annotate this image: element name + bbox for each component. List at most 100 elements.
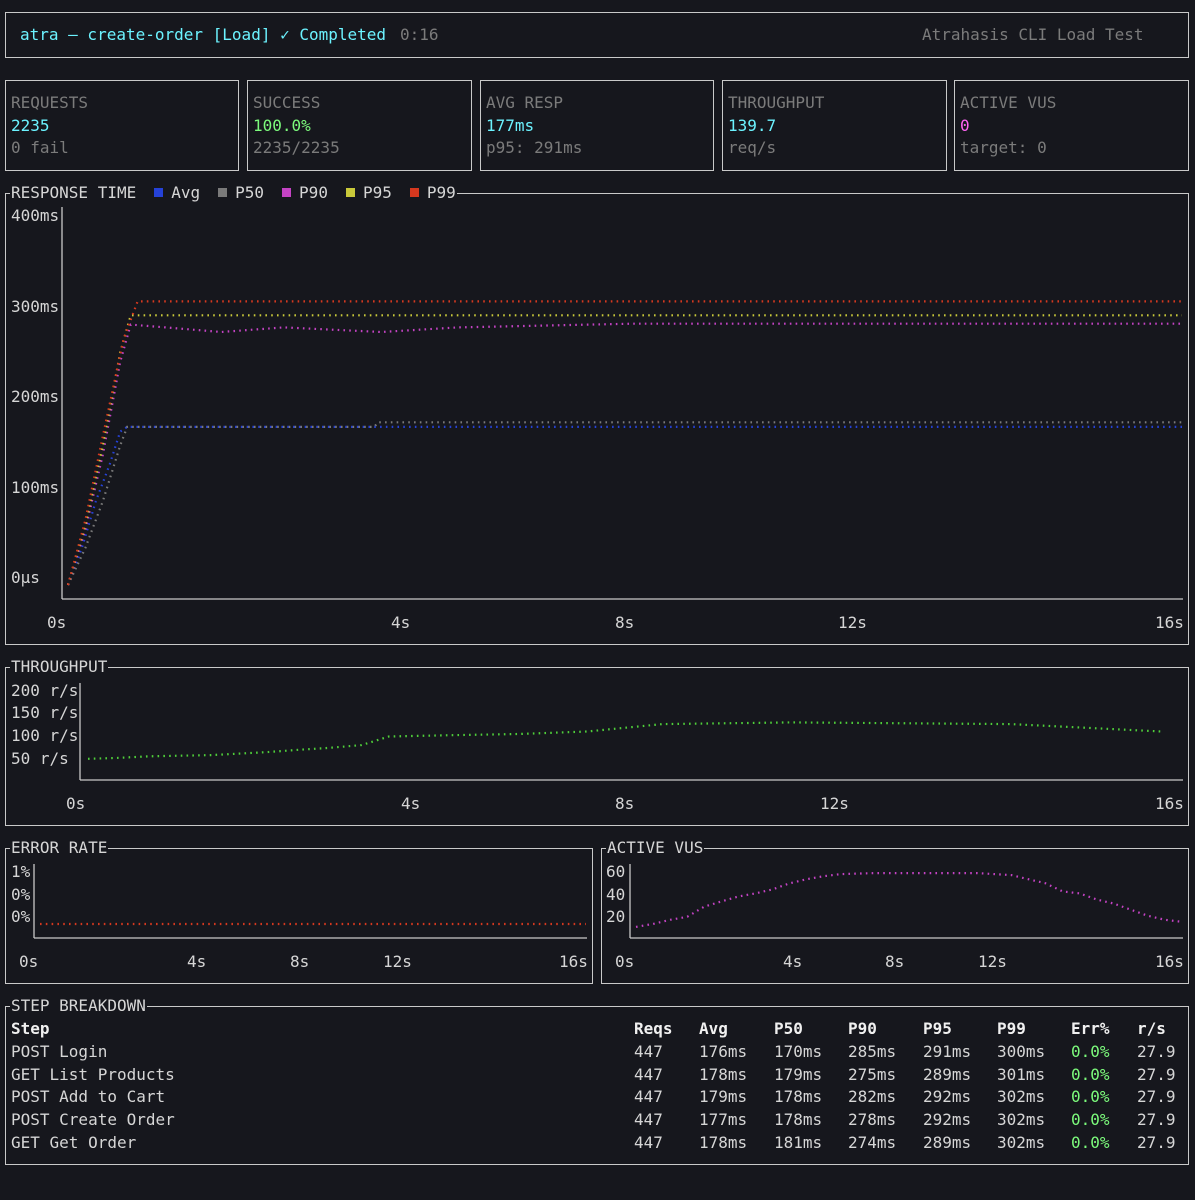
error-rate-title: ERROR RATE	[10, 838, 109, 858]
vu-series-line-0	[635, 871, 1183, 928]
vu-ytick: 60	[606, 862, 626, 881]
tp-series-line-0	[87, 721, 1162, 760]
legend-label-p99: P99	[426, 183, 456, 202]
step-err: 0.0%	[1071, 1087, 1110, 1107]
step-rps: 27.9	[1137, 1087, 1176, 1107]
step-avg: 176ms	[699, 1042, 748, 1062]
step-reqs: 447	[634, 1042, 663, 1062]
legend-swatch-p50	[218, 188, 228, 197]
rt-axes	[61, 207, 1183, 600]
stat-sub: 0 fail	[11, 138, 69, 157]
active-vus-series	[635, 871, 1183, 928]
step-reqs: 447	[634, 1087, 663, 1107]
legend-swatch-p99	[409, 188, 419, 197]
header-bar: atra — create-order [Load] ✓ Completed 0…	[5, 12, 1189, 58]
stat-sub: p95: 291ms	[486, 138, 583, 157]
tp-xtick: 4s	[401, 794, 421, 813]
step-reqs: 447	[634, 1064, 663, 1084]
stat-card-throughput: THROUGHPUT 139.7 req/s	[722, 80, 947, 171]
tp-ytick: 200 r/s	[11, 681, 79, 700]
rt-xtick: 0s	[47, 613, 67, 632]
tp-xtick: 12s	[820, 794, 849, 813]
error-rate-panel: ERROR RATE	[5, 838, 593, 984]
step-p95: 291ms	[923, 1042, 972, 1062]
vu-xtick: 8s	[885, 952, 905, 971]
rt-series-line-p50	[67, 421, 1182, 586]
step-p95: 292ms	[923, 1110, 972, 1130]
table-row: POST Create Order 447 177ms 178ms 278ms …	[11, 1109, 1187, 1132]
stat-label: SUCCESS	[253, 93, 321, 112]
er-xtick: 12s	[383, 952, 412, 971]
step-p99: 300ms	[997, 1042, 1046, 1062]
step-p50: 179ms	[774, 1064, 823, 1084]
tp-ytick: 50 r/s	[11, 749, 69, 768]
step-p90: 274ms	[848, 1132, 897, 1152]
step-p99: 302ms	[997, 1087, 1046, 1107]
step-avg: 179ms	[699, 1087, 748, 1107]
stat-sub: target: 0	[960, 138, 1047, 157]
legend-label-avg: Avg	[171, 183, 201, 202]
step-err: 0.0%	[1071, 1110, 1110, 1130]
step-name: GET Get Order	[11, 1132, 137, 1152]
stat-card-avg-resp: AVG RESP 177ms p95: 291ms	[480, 80, 714, 171]
col-header: Step	[11, 1019, 50, 1039]
rt-series-line-p95	[66, 314, 1182, 586]
er-ytick: 0%	[11, 907, 31, 926]
vu-xtick: 4s	[783, 952, 803, 971]
tp-xtick: 0s	[66, 794, 86, 813]
step-p50: 178ms	[774, 1087, 823, 1107]
test-title: atra — create-order [Load] ✓ Completed	[20, 25, 387, 44]
step-err: 0.0%	[1071, 1132, 1110, 1152]
col-header: r/s	[1137, 1019, 1166, 1039]
step-reqs: 447	[634, 1132, 663, 1152]
step-p95: 289ms	[923, 1132, 972, 1152]
vu-xtick: 16s	[1155, 952, 1184, 971]
table-row: POST Login 447 176ms 170ms 285ms 291ms 3…	[11, 1041, 1187, 1064]
response-time-legend: RESPONSE TIME Avg P50 P90 P95 P99	[10, 183, 457, 203]
rt-series-line-p90	[66, 322, 1182, 586]
step-p50: 181ms	[774, 1132, 823, 1152]
step-p90: 282ms	[848, 1087, 897, 1107]
legend-swatch-avg	[154, 188, 164, 197]
step-reqs: 447	[634, 1110, 663, 1130]
er-ytick: 1%	[11, 862, 31, 881]
stat-card-success: SUCCESS 100.0% 2235/2235	[247, 80, 472, 171]
col-header: P90	[848, 1019, 877, 1039]
step-rps: 27.9	[1137, 1132, 1176, 1152]
table-row: GET Get Order 447 178ms 181ms 274ms 289m…	[11, 1131, 1187, 1154]
table-row: GET List Products 447 178ms 179ms 275ms …	[11, 1063, 1187, 1086]
throughput-series	[87, 721, 1162, 760]
active-vus-title: ACTIVE VUS	[606, 838, 705, 858]
rt-ytick: 200ms	[11, 387, 60, 406]
throughput-panel: THROUGHPUT	[5, 657, 1189, 826]
step-name: GET List Products	[11, 1064, 175, 1084]
stat-label: THROUGHPUT	[728, 93, 825, 112]
col-header: P95	[923, 1019, 952, 1039]
rt-xtick: 16s	[1155, 613, 1184, 632]
step-avg: 178ms	[699, 1132, 748, 1152]
step-p90: 278ms	[848, 1110, 897, 1130]
vu-xtick: 0s	[615, 952, 635, 971]
er-axes	[33, 864, 587, 939]
step-avg: 178ms	[699, 1064, 748, 1084]
col-header: P99	[997, 1019, 1026, 1039]
step-name: POST Login	[11, 1042, 108, 1062]
col-header: Avg	[699, 1019, 728, 1039]
tp-ytick: 100 r/s	[11, 726, 79, 745]
tp-xtick: 16s	[1155, 794, 1184, 813]
rt-ytick: 100ms	[11, 478, 60, 497]
rt-xtick: 4s	[391, 613, 411, 632]
stat-value: 100.0%	[253, 116, 311, 135]
er-ytick: 0%	[11, 885, 31, 904]
stat-sub: req/s	[728, 138, 777, 157]
rt-series-line-p99	[66, 300, 1182, 586]
step-p95: 289ms	[923, 1064, 972, 1084]
vu-axes	[629, 864, 1183, 939]
col-header: P50	[774, 1019, 803, 1039]
stat-value: 177ms	[486, 116, 535, 135]
step-rps: 27.9	[1137, 1064, 1176, 1084]
step-breakdown-panel: STEP BREAKDOWN	[5, 996, 1189, 1165]
rt-ytick: 0µs	[11, 568, 40, 587]
app-name: Atrahasis CLI Load Test	[922, 25, 1144, 44]
